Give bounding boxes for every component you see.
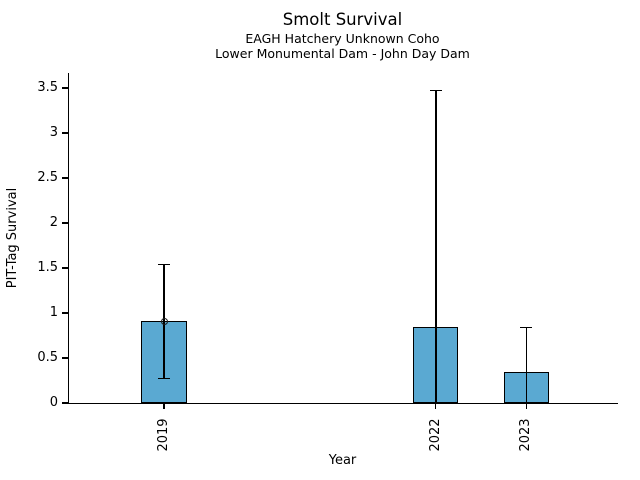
x-axis-tick	[435, 404, 437, 409]
chart-subtitle-line2: Lower Monumental Dam - John Day Dam	[215, 45, 470, 61]
y-axis-label: PIT-Tag Survival	[5, 187, 20, 289]
y-tick-label: 2	[49, 215, 58, 231]
open-circle-marker	[160, 317, 168, 325]
y-tick-label: 1	[49, 305, 58, 320]
error-bar-cap-high-2023	[520, 326, 533, 329]
error-bar-cap-high-2022	[429, 89, 442, 92]
x-axis-tick	[525, 404, 527, 409]
x-tick-label: 2019	[156, 418, 172, 452]
y-tick-label: 3	[49, 125, 58, 141]
y-axis-tick	[62, 132, 68, 134]
x-tick-label: 2023	[518, 418, 534, 452]
error-bar-cap-low-2019	[158, 377, 171, 380]
y-tick-label: 2.5	[37, 170, 58, 186]
error-bar-line-2023	[525, 327, 528, 403]
x-axis-label: Year	[328, 453, 357, 468]
x-tick-label: 2022	[427, 418, 443, 452]
x-axis-tick	[163, 404, 165, 409]
chart-subtitle-line1: EAGH Hatchery Unknown Coho	[245, 30, 440, 46]
y-axis-tick	[62, 312, 68, 314]
y-tick-label: 1.5	[37, 260, 58, 275]
y-axis-tick	[62, 402, 68, 404]
chart-header: Smolt Survival EAGH Hatchery Unknown Coh…	[68, 10, 617, 61]
y-axis-tick	[62, 87, 68, 89]
y-tick-label: 0	[49, 395, 58, 410]
y-axis-tick	[62, 357, 68, 359]
error-bar-cap-high-2019	[158, 263, 171, 266]
y-tick-label: 3.5	[37, 80, 58, 96]
error-bar-line-2022	[435, 90, 437, 403]
y-axis-tick	[62, 267, 68, 269]
y-axis-tick	[62, 222, 68, 224]
y-axis-line	[68, 73, 69, 404]
x-axis-line	[68, 403, 618, 405]
chart-title: Smolt Survival	[282, 10, 403, 29]
y-axis-tick	[62, 177, 68, 179]
y-tick-label: 0.5	[37, 350, 58, 365]
